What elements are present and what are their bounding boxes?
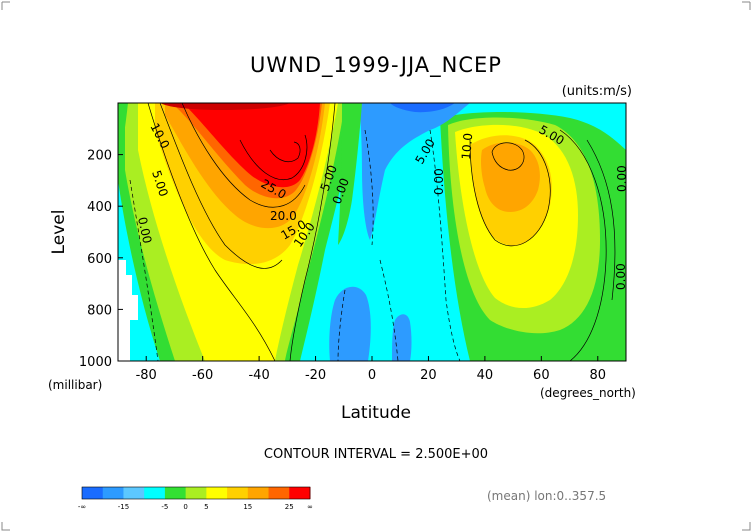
colorbar-swatch (289, 487, 311, 499)
colorbar-swatch (102, 487, 124, 499)
y-axis: 200 400 600 800 1000 (79, 149, 123, 370)
sh-red (185, 103, 320, 188)
x-tick-label: -60 (192, 368, 213, 383)
chart-title: UWND_1999-JJA_NCEP (250, 53, 502, 78)
x-tick-label: -80 (136, 368, 157, 383)
contour-lines (147, 103, 616, 361)
colorbar-swatch (227, 487, 249, 499)
easterly-low2 (392, 314, 412, 361)
contour-label: 10.0 (459, 132, 475, 160)
x-tick-label: 40 (477, 368, 494, 383)
units-label: (units:m/s) (562, 84, 632, 99)
colorbar-label: 15 (243, 503, 252, 511)
sh-pole-green (118, 103, 128, 160)
x-tick-label: 0 (368, 368, 376, 383)
colorbar-swatch (164, 487, 187, 499)
colorbar-label: 25 (285, 503, 294, 511)
colorbar-swatch (144, 487, 166, 499)
colorbar-swatch (185, 487, 207, 499)
x-tick-label: -20 (305, 368, 326, 383)
colorbar-label: ∞ (307, 503, 313, 511)
contour-label: 0.00 (615, 165, 629, 192)
footnote: (mean) lon:0..357.5 (487, 489, 606, 503)
contour-interval-text: CONTOUR INTERVAL = 2.500E+00 (264, 447, 488, 462)
contour-label: 0.00 (135, 216, 154, 245)
easterly-low (329, 286, 371, 361)
x-axis-label: Latitude (341, 403, 411, 423)
colorbar-swatch (268, 487, 290, 499)
equator-green (338, 103, 362, 245)
y-tick-label: 200 (87, 149, 112, 164)
contour-field: 10.0 5.00 0.00 25.0 20.0 15.0 10.0 5.00 … (118, 103, 629, 361)
x-tick-label: 20 (420, 368, 437, 383)
x-tick-label: 60 (533, 368, 550, 383)
sh-darkred (160, 103, 290, 110)
colorbar-frame (81, 486, 311, 500)
y-axis-label: Level (49, 210, 69, 255)
easterly-upper (360, 103, 470, 240)
contour-label: 0.00 (614, 263, 628, 290)
missing-data (118, 260, 138, 361)
colorbar-label: 0 (183, 503, 187, 511)
colorbar-swatch (247, 487, 270, 499)
colorbar-label: -∞ (78, 503, 86, 511)
colorbar-label: -5 (161, 503, 168, 511)
y-tick-label: 400 (87, 200, 112, 215)
contour-label: 20.0 (270, 209, 297, 223)
y-tick-label: 1000 (79, 355, 112, 370)
colorbar-swatch (206, 487, 228, 499)
contour-dashed (129, 129, 461, 361)
x-units-label: (degrees_north) (540, 386, 636, 400)
colorbar-swatch (123, 487, 145, 499)
y-tick-label: 800 (87, 303, 112, 318)
colorbar-label: -15 (118, 503, 129, 511)
x-tick-label: 80 (590, 368, 607, 383)
easterly-top (390, 103, 455, 113)
y-units-label: (millibar) (48, 378, 102, 392)
colorbar: -∞ -15 -5 0 5 15 25 ∞ (78, 486, 313, 511)
nh-orange (481, 142, 540, 212)
colorbar-label: 5 (204, 503, 208, 511)
colorbar-swatch (82, 487, 104, 499)
x-tick-label: -40 (248, 368, 269, 383)
y-tick-label: 600 (87, 252, 112, 267)
x-axis: -80 -60 -40 -20 0 20 40 60 80 (136, 356, 606, 383)
contour-label: 0.00 (432, 168, 446, 195)
